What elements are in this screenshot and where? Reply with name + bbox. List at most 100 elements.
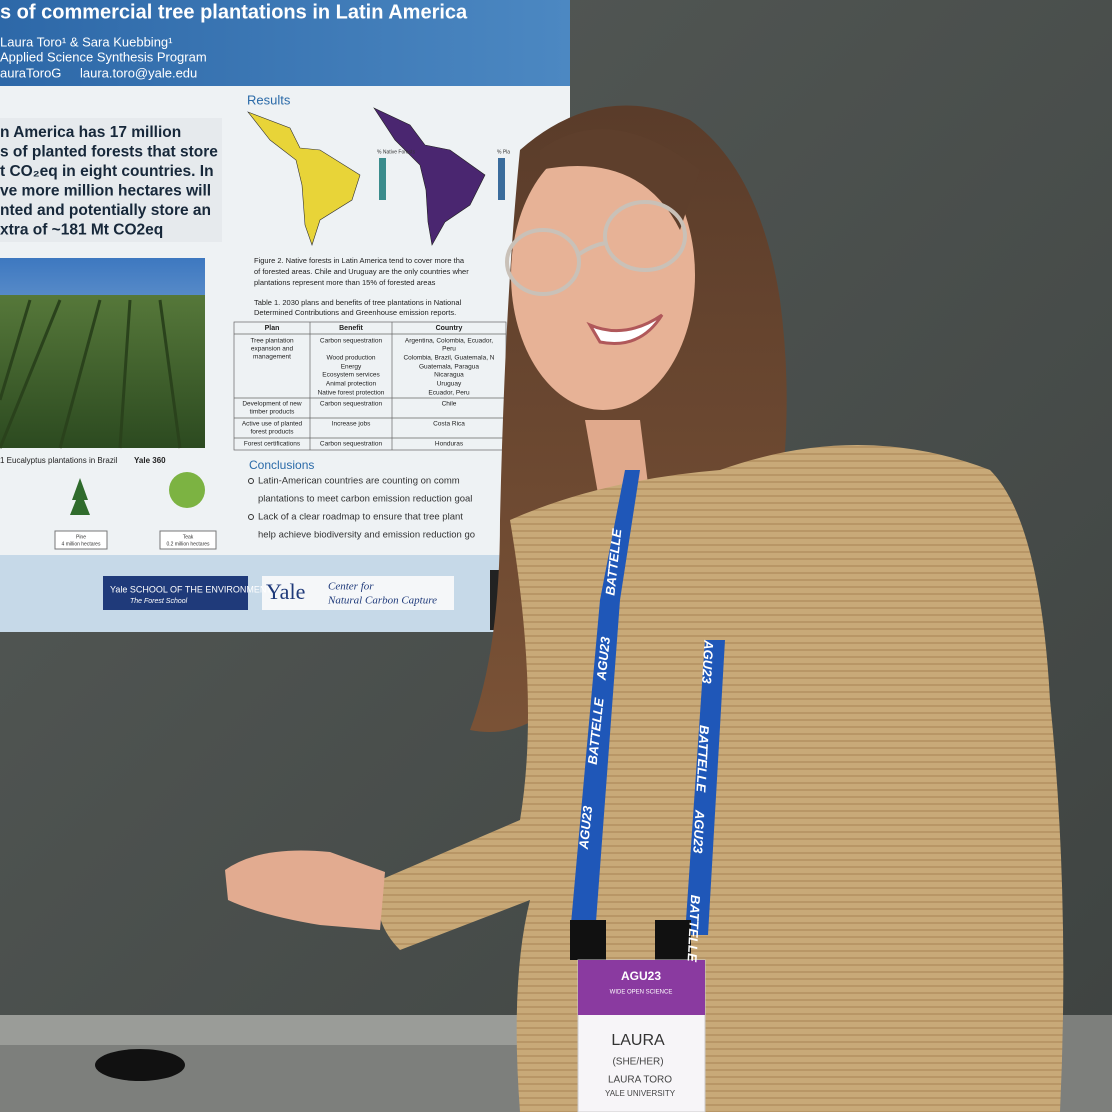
lanyard-text: BATTELLE — [685, 895, 703, 963]
teak-box — [159, 530, 217, 550]
face — [511, 140, 695, 410]
lanyard-left — [570, 470, 640, 935]
glasses — [505, 200, 687, 296]
smile — [586, 313, 664, 345]
clip — [655, 920, 691, 960]
lanyard-text: AGU23 — [690, 809, 707, 855]
shoe — [95, 1049, 185, 1081]
table-header: Benefit — [339, 325, 363, 332]
center-logo-name: Natural Carbon Capture — [327, 595, 437, 607]
conclusion-line: Lack of a clear roadmap to ensure that t… — [258, 512, 463, 523]
summary-line: xtra of ~181 Mt CO2eq — [0, 222, 163, 239]
conclusion-line: plantations to meet carbon emission redu… — [258, 494, 472, 505]
teak-icon — [169, 472, 205, 508]
table-cell: Costa Rica — [433, 421, 465, 428]
table-cell: Wood production — [326, 355, 375, 362]
badge-first-name: LAURA — [611, 1032, 665, 1049]
legend-scale — [379, 158, 386, 200]
poster-title: s of commercial tree plantations in Lati… — [0, 1, 468, 23]
poster — [0, 0, 570, 632]
figure-caption: Figure 2. Native forests in Latin Americ… — [254, 256, 465, 265]
badge-banner — [578, 960, 705, 1015]
table-cell: Native forest protection — [318, 390, 385, 397]
map-native — [247, 111, 361, 246]
legend-scale — [498, 158, 505, 200]
center-logo-name: Center for — [328, 581, 374, 593]
lanyard-text: BATTELLE — [585, 697, 607, 765]
table-cell: Ecuador, Peru — [428, 390, 470, 397]
texts: s of commercial tree plantations in Lati… — [0, 1, 716, 1098]
lanyard-print: AGU23 BATTELLE AGU23 BATTELLE — [576, 528, 625, 851]
poster-email: laura.toro@yale.edu — [80, 65, 197, 80]
school-logo — [103, 576, 248, 610]
table-caption: Determined Contributions and Greenhouse … — [254, 308, 456, 317]
summary-line: s of planted forests that store — [0, 144, 218, 161]
table-cell: Increase jobs — [332, 421, 371, 428]
table-cell: Chile — [442, 401, 457, 408]
table-cell: Animal protection — [326, 381, 377, 388]
bullet — [248, 478, 254, 484]
pine-box — [54, 530, 108, 550]
photo-caption: 1 Eucalyptus plantations in Brazil — [0, 456, 118, 465]
tree-rows — [0, 299, 182, 449]
bangs — [540, 129, 700, 230]
lanyard-text: AGU23 — [576, 804, 596, 850]
tree-name: Pine — [76, 534, 86, 540]
school-logo-text: Yale SCHOOL OF THE ENVIRONMENT — [110, 584, 272, 594]
table-header: Plan — [265, 325, 280, 332]
figure-caption: of forested areas. Chile and Uruguay are… — [254, 267, 469, 276]
table-cell: Carbon sequestration — [320, 441, 383, 448]
person — [225, 105, 1064, 1112]
poster-authors: Laura Toro¹ & Sara Kuebbing¹ — [0, 34, 173, 49]
badge-event: AGU23 — [621, 969, 661, 983]
map-plantations — [373, 107, 486, 246]
table-cell: Tree plantation — [250, 338, 294, 345]
table-cell: Forest certifications — [244, 441, 301, 448]
hand — [225, 850, 385, 930]
table-cell: Colombia, Brazil, Guatemala, N — [403, 355, 494, 362]
table-cell: Carbon sequestration — [320, 401, 383, 408]
pine-icon — [70, 478, 90, 515]
sweater — [377, 445, 1064, 1112]
summary-line: nted and potentially store an — [0, 202, 211, 219]
conclusion-line: help achieve biodiversity and emission r… — [258, 530, 475, 541]
table-cell: timber products — [250, 409, 296, 416]
school-logo-sub: The Forest School — [130, 598, 188, 605]
figure-caption: plantations represent more than 15% of f… — [254, 278, 436, 287]
table-cell: forest products — [251, 429, 295, 436]
lanyard-text: BATTELLE — [602, 528, 624, 596]
center-logo — [262, 576, 454, 610]
lanyard-text: AGU23 — [699, 639, 716, 685]
table-cell: Guatemala, Paragua — [419, 364, 479, 371]
conclusions-heading: Conclusions — [249, 458, 314, 472]
table-header: Country — [436, 325, 463, 332]
clip — [570, 920, 606, 960]
table-cell: management — [253, 354, 291, 361]
badge-full-name: LAURA TORO — [608, 1075, 672, 1086]
conclusion-line: Latin-American countries are counting on… — [258, 476, 460, 487]
poster-handle: auraToroG — [0, 65, 61, 80]
summary-line: t CO₂eq in eight countries. In — [0, 163, 214, 180]
map-legend: % Pla — [497, 149, 510, 155]
table-cell: Peru — [442, 346, 456, 353]
badge-affiliation: YALE UNIVERSITY — [605, 1089, 676, 1098]
tree-area: 4 million hectares — [62, 541, 101, 547]
table-cell: Honduras — [435, 441, 464, 448]
summary-line: ve more million hectares will — [0, 183, 211, 200]
results-heading: Results — [247, 92, 291, 107]
wall-trim — [0, 1015, 530, 1045]
badge-tagline: WIDE OPEN SCIENCE — [610, 990, 673, 996]
table-caption: Table 1. 2030 plans and benefits of tree… — [254, 298, 462, 307]
table-cell: Ecosystem services — [322, 372, 380, 379]
center-logo-yale: Yale — [266, 579, 305, 604]
table-cell: Energy — [341, 364, 362, 371]
table-cell: Uruguay — [437, 381, 462, 388]
photo-credit: Yale 360 — [134, 456, 166, 465]
table-cell: Nicaragua — [434, 372, 464, 379]
poster-affiliation: Applied Science Synthesis Program — [0, 49, 207, 64]
table-cell: Argentina, Colombia, Ecuador, — [405, 338, 493, 345]
table-cell: expansion and — [251, 346, 294, 353]
bullet — [248, 514, 254, 520]
